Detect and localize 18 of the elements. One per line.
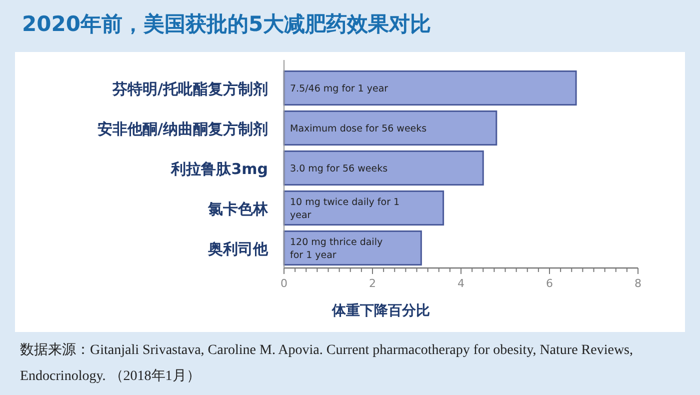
x-tick-label: 0	[280, 277, 288, 290]
annotation: 3.0 mg for 56 weeks	[290, 164, 388, 174]
source-note: 数据来源：Gitanjali Srivastava, Caroline M. Apovia. Current pharmacotherapy for obesity, Nature Reviews, Endocrinology. （2018年1月）	[20, 342, 634, 386]
annotation: 120 mg thrice daily for 1 year	[290, 237, 383, 261]
x-tick-label: 8	[634, 277, 642, 290]
y-tick-label: 利拉鲁肽3mg	[170, 160, 268, 178]
annotation: Maximum dose for 56 weeks	[290, 124, 427, 134]
x-tick-label: 6	[546, 277, 553, 290]
annotation: 10 mg twice daily for 1 year	[290, 197, 400, 221]
y-tick-label: 奥利司他	[207, 240, 269, 258]
x-axis-title: 体重下降百分比	[331, 303, 430, 319]
x-tick-label: 2	[369, 277, 376, 290]
x-tick-label: 4	[458, 277, 464, 290]
y-tick-label: 芬特明/托吡酯复方制剂	[112, 80, 268, 98]
y-tick-label: 氯卡色林	[207, 200, 269, 218]
chart-title: 2020年前，美国获批的5大减肥药效果对比	[22, 11, 432, 38]
y-tick-label: 安非他酮/纳曲酮复方制剂	[98, 120, 268, 138]
annotation: 7.5/46 mg for 1 year	[290, 84, 388, 94]
